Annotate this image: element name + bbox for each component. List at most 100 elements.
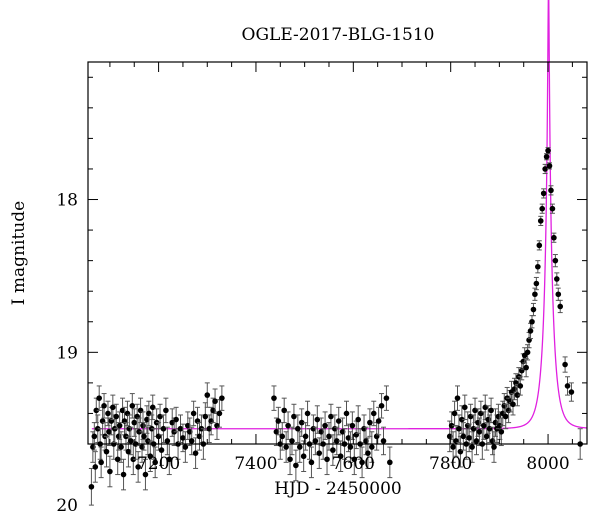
data-point xyxy=(149,394,156,421)
data-marker xyxy=(542,166,548,172)
data-marker xyxy=(548,187,554,194)
data-marker xyxy=(564,383,571,389)
data-point xyxy=(498,417,505,447)
data-marker xyxy=(318,428,324,435)
data-point xyxy=(533,276,540,291)
data-marker xyxy=(190,410,197,417)
data-marker xyxy=(196,433,203,440)
data-marker xyxy=(363,438,369,444)
data-marker xyxy=(324,456,330,463)
data-marker xyxy=(158,447,165,453)
data-marker xyxy=(557,303,564,310)
data-point xyxy=(137,397,144,424)
data-marker xyxy=(532,291,538,298)
data-point xyxy=(491,431,497,463)
data-marker xyxy=(316,450,323,456)
data-marker xyxy=(383,395,390,401)
data-point xyxy=(147,440,154,473)
data-marker xyxy=(554,276,560,282)
data-marker xyxy=(549,205,556,212)
data-point xyxy=(308,446,315,479)
data-marker xyxy=(337,453,344,460)
data-point xyxy=(548,185,554,196)
data-point xyxy=(540,188,547,199)
data-marker xyxy=(322,422,328,429)
data-point xyxy=(296,431,303,463)
y-tick-label: 19 xyxy=(56,343,78,363)
data-marker xyxy=(287,456,293,463)
data-marker xyxy=(103,448,110,455)
data-marker xyxy=(351,456,358,463)
data-marker xyxy=(92,464,99,470)
data-marker xyxy=(204,392,211,398)
data-marker xyxy=(365,450,371,456)
x-tick-label: 7800 xyxy=(429,454,472,474)
data-marker xyxy=(537,218,544,224)
data-marker xyxy=(480,422,487,429)
data-marker xyxy=(551,234,557,241)
data-marker xyxy=(116,422,123,429)
data-marker xyxy=(535,263,541,270)
data-point xyxy=(114,443,121,476)
data-point xyxy=(271,385,277,411)
data-marker xyxy=(302,433,309,440)
data-marker xyxy=(517,383,524,389)
data-point xyxy=(322,411,328,440)
data-point xyxy=(537,215,544,226)
data-marker xyxy=(333,438,340,444)
data-point xyxy=(549,203,556,214)
data-marker xyxy=(451,410,458,417)
data-marker xyxy=(514,392,521,398)
data-point xyxy=(387,446,393,479)
data-marker xyxy=(219,395,225,401)
data-point xyxy=(542,163,548,175)
data-marker xyxy=(206,425,213,432)
data-point xyxy=(121,406,128,436)
x-tick-label: 7200 xyxy=(137,454,180,474)
data-point xyxy=(535,260,541,274)
data-marker xyxy=(98,459,104,466)
data-marker xyxy=(533,280,540,287)
data-point xyxy=(107,455,113,488)
data-marker xyxy=(459,416,465,423)
data-point xyxy=(113,403,120,430)
data-point xyxy=(163,397,169,424)
data-point xyxy=(212,388,218,414)
data-marker xyxy=(139,444,145,450)
data-marker xyxy=(141,433,147,440)
data-marker xyxy=(166,456,173,463)
chart-title: OGLE-2017-BLG-1510 xyxy=(242,25,435,45)
data-marker xyxy=(529,318,535,325)
data-marker xyxy=(298,419,305,426)
data-marker xyxy=(163,407,169,414)
data-point xyxy=(545,147,551,155)
data-marker xyxy=(296,444,303,450)
data-marker xyxy=(510,401,516,408)
data-marker xyxy=(295,425,301,432)
data-point xyxy=(142,458,149,491)
data-marker xyxy=(110,404,116,411)
data-point xyxy=(450,431,456,463)
data-point xyxy=(118,431,124,463)
data-point xyxy=(91,422,98,451)
data-point xyxy=(312,426,319,456)
data-point xyxy=(568,382,575,402)
data-point xyxy=(158,434,165,466)
data-point xyxy=(88,467,95,506)
data-point xyxy=(555,287,562,301)
model-curve xyxy=(91,0,588,430)
data-marker xyxy=(466,435,472,441)
data-marker xyxy=(88,483,95,490)
data-marker xyxy=(180,435,186,441)
data-marker xyxy=(118,444,124,450)
data-marker xyxy=(188,438,195,444)
data-marker xyxy=(304,410,311,417)
y-tick-label: 18 xyxy=(56,191,78,211)
data-point xyxy=(349,411,356,440)
data-point xyxy=(383,385,390,411)
data-marker xyxy=(93,407,100,414)
data-marker xyxy=(349,422,356,429)
data-marker xyxy=(164,438,171,444)
data-point xyxy=(552,254,559,268)
data-marker xyxy=(129,403,136,409)
